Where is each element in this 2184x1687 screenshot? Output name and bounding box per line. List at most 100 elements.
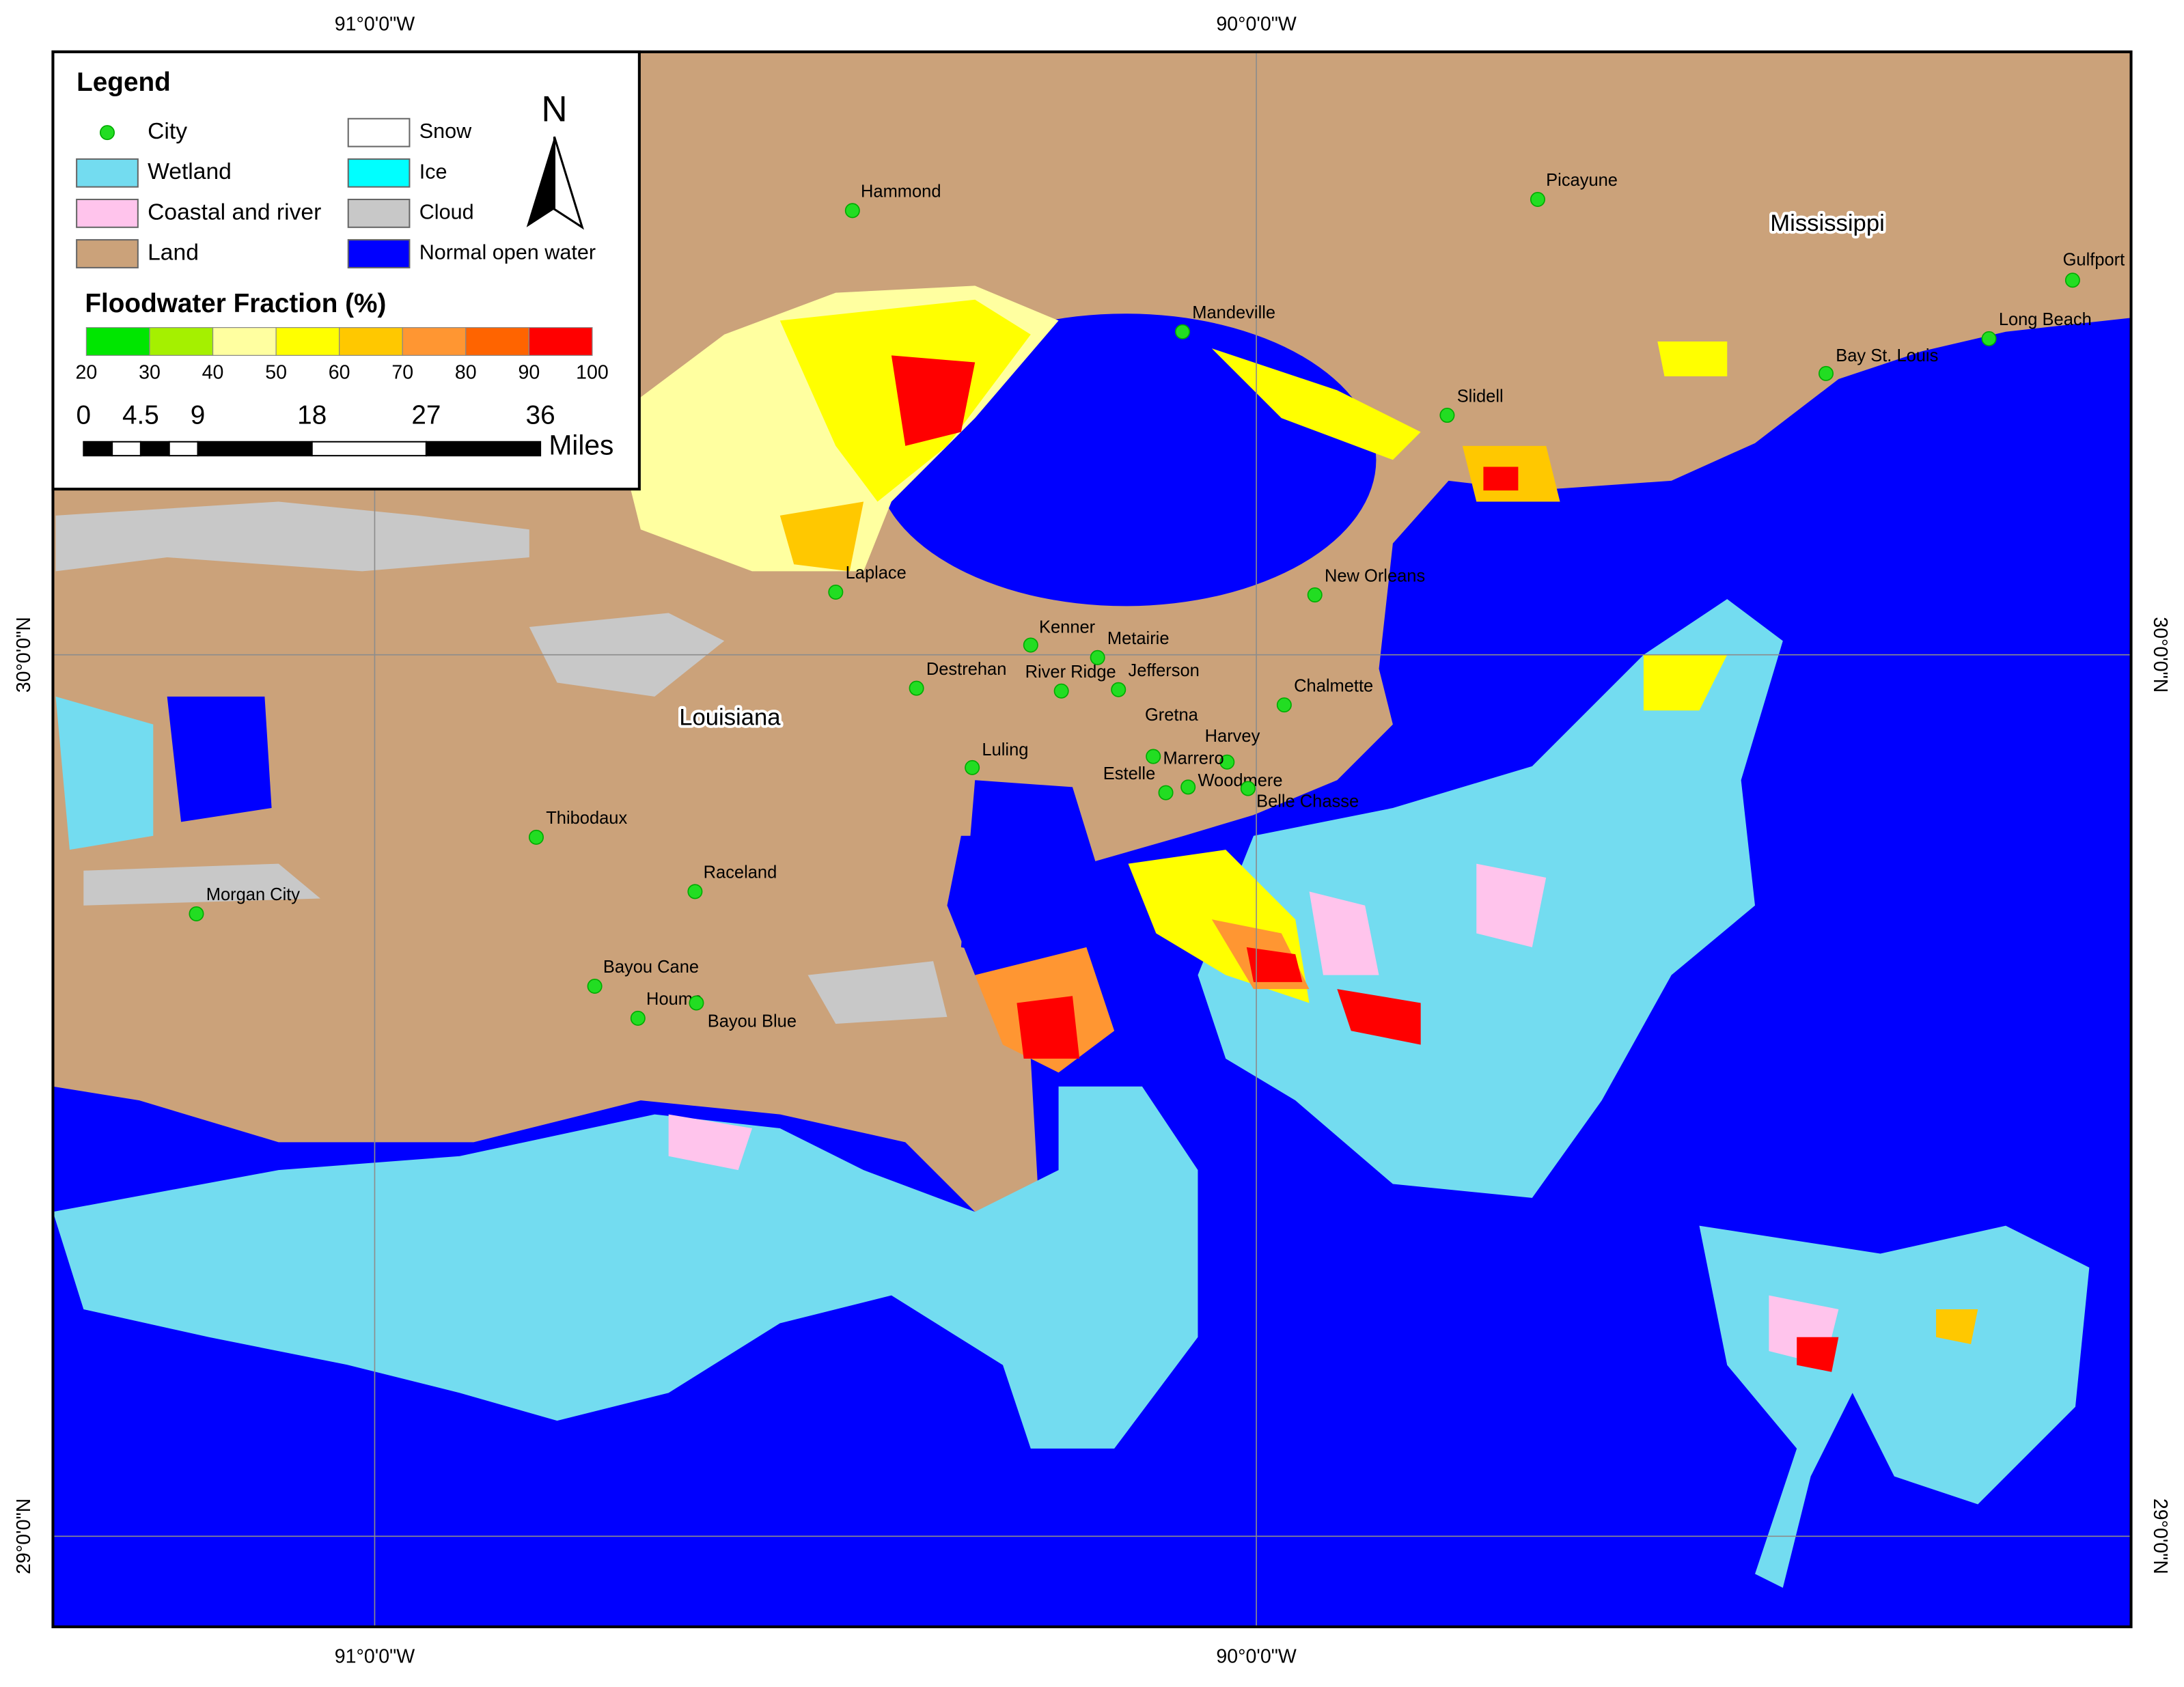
city-label: Woodmere — [1198, 771, 1282, 790]
lon-label: 91°0'0"W — [335, 1645, 415, 1667]
city-label: Raceland — [704, 863, 777, 882]
city-label: Hammond — [861, 182, 941, 201]
legend-swatch — [347, 117, 411, 148]
color-bar-cell — [339, 326, 403, 356]
legend-swatch — [76, 198, 139, 228]
lat-label: 29°0'0"N — [2149, 1498, 2171, 1574]
floodwater — [613, 285, 1978, 1372]
legend-swatch — [76, 158, 139, 188]
coastal-river — [668, 863, 1839, 1365]
city-label: Long Beach — [1999, 310, 2092, 329]
city-dot — [687, 884, 703, 900]
scale-segment — [83, 441, 113, 457]
city-dot — [1053, 683, 1069, 699]
color-bar-tick: 60 — [329, 361, 350, 383]
scale-unit: Miles — [549, 430, 613, 461]
city-dot — [1180, 779, 1196, 795]
legend-title: Legend — [77, 68, 171, 97]
color-bar-tick: 100 — [576, 361, 609, 383]
scale-segment — [139, 441, 170, 457]
city-dot — [828, 584, 844, 600]
legend-swatch — [347, 239, 411, 268]
color-bar-cell — [528, 326, 593, 356]
city-dot — [587, 978, 603, 994]
color-bar-cell — [275, 326, 340, 356]
city-label: New Orleans — [1325, 566, 1425, 585]
city-dot — [1530, 191, 1545, 208]
color-bar-tick: 30 — [139, 361, 161, 383]
legend-label: Coastal and river — [148, 199, 321, 225]
city-label: Chalmette — [1294, 676, 1373, 695]
color-bar-cell — [465, 326, 529, 356]
city-dot — [189, 906, 204, 921]
city-dot — [1090, 650, 1105, 665]
city-label: Bayou Cane — [603, 958, 699, 977]
city-dot — [689, 995, 704, 1011]
legend-dot — [99, 125, 115, 141]
map-frame — [51, 50, 2133, 1628]
scale-tick: 36 — [526, 400, 555, 430]
city-dot — [1111, 682, 1126, 697]
city-dot — [630, 1010, 646, 1026]
city-dot — [1307, 587, 1323, 603]
floodwater-title: Floodwater Fraction (%) — [85, 289, 386, 318]
city-label: Bay St. Louis — [1836, 346, 1938, 365]
city-dot — [2064, 273, 2080, 288]
legend-label: Cloud — [419, 200, 474, 223]
city-label: Metairie — [1107, 629, 1170, 648]
city-label: River Ridge — [1025, 663, 1116, 682]
scale-tick: 9 — [191, 400, 206, 430]
legend-label: Snow — [419, 120, 472, 143]
cloud — [55, 501, 948, 1024]
scale-tick: 27 — [411, 400, 441, 430]
color-bar-tick: 40 — [202, 361, 224, 383]
scale-segment — [425, 441, 542, 457]
lon-label: 90°0'0"W — [1216, 1645, 1296, 1667]
city-label: Morgan City — [206, 885, 301, 904]
city-dot — [528, 829, 544, 845]
state-label: Mississippi — [1770, 210, 1885, 236]
legend-label: Land — [148, 240, 199, 265]
scale-tick: 0 — [77, 400, 92, 430]
scale-segment — [311, 441, 427, 457]
color-bar-tick: 80 — [455, 361, 477, 383]
legend-swatch — [347, 198, 411, 228]
lat-label: 30°0'0"N — [2149, 617, 2171, 693]
legend-label: Wetland — [148, 159, 232, 184]
city-label: Marrero — [1163, 749, 1224, 768]
scale-segment — [168, 441, 199, 457]
city-dot — [1276, 697, 1292, 713]
color-bar-tick: 90 — [519, 361, 540, 383]
city-dot — [1146, 749, 1161, 764]
city-label: Bayou Blue — [708, 1012, 797, 1031]
legend-swatch — [347, 158, 411, 188]
city-dot — [844, 203, 860, 219]
city-label: Kenner — [1039, 618, 1096, 637]
state-label: Louisiana — [679, 705, 781, 731]
legend-label: Normal open water — [419, 241, 596, 264]
city-label: Thibodaux — [546, 809, 627, 828]
city-dot — [1023, 637, 1038, 653]
city-label: Slidell — [1457, 387, 1504, 406]
north-label: N — [541, 89, 567, 130]
color-bar-cell — [85, 326, 150, 356]
color-bar-cell — [149, 326, 214, 356]
lon-label: 91°0'0"W — [335, 14, 415, 36]
city-dot — [909, 680, 924, 696]
city-dot — [1219, 754, 1235, 770]
scale-tick: 18 — [297, 400, 327, 430]
scale-tick: 4.5 — [122, 400, 159, 430]
city-label: Jefferson — [1129, 661, 1200, 680]
lat-label: 29°0'0"N — [13, 1498, 35, 1574]
legend-panel — [51, 50, 641, 491]
city-label: Harvey — [1205, 727, 1260, 746]
color-bar-tick: 20 — [76, 361, 98, 383]
city-dot — [1981, 331, 1997, 346]
color-bar-cell — [212, 326, 277, 356]
city-dot — [1158, 785, 1174, 800]
north-arrow: N — [526, 89, 584, 230]
city-label: Destrehan — [926, 660, 1007, 679]
legend-label: City — [148, 119, 187, 144]
color-bar-cell — [402, 326, 467, 356]
